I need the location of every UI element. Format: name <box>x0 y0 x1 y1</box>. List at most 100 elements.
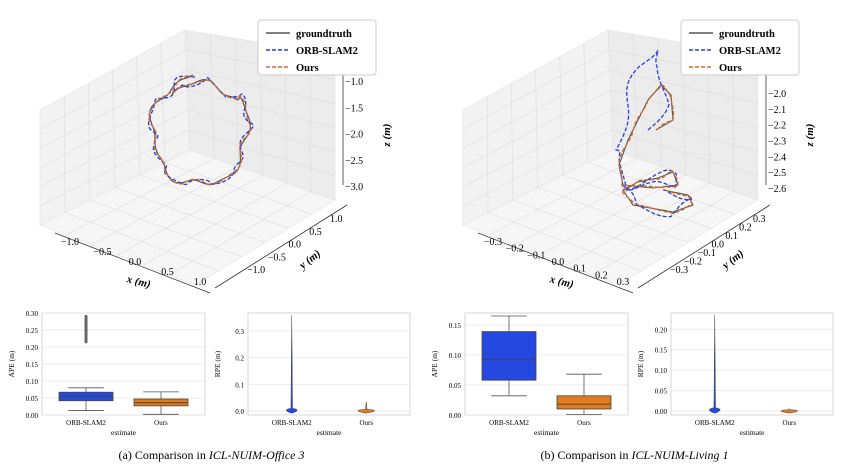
y-tick-label: 0.10 <box>655 367 668 375</box>
x-axis-label: estimate <box>317 428 343 437</box>
x-axis-label: x (m) <box>125 273 152 291</box>
gridline <box>169 191 311 276</box>
z-tick-label: −2.2 <box>768 121 786 132</box>
y-tick-label: 0.00 <box>655 408 668 416</box>
x-axis-label: x (m) <box>548 273 575 291</box>
legend-frame <box>257 19 377 76</box>
x-tick-label: Ours <box>154 419 168 427</box>
trajectory-plot-3d: −1.0−0.50.00.51.0−1.0−0.50.00.51.0−1.0−1… <box>39 19 393 294</box>
legend: groundtruth ORB-SLAM2 Ours <box>680 19 800 76</box>
legend-entry: groundtruth <box>719 29 775 40</box>
x-tick-label: 0.3 <box>617 277 630 288</box>
y-tick-label: 0.00 <box>26 412 39 420</box>
y-tick-label: 0.05 <box>655 388 668 396</box>
z-tick-label: −2.4 <box>768 152 786 163</box>
z-tick-label: −2.1 <box>768 105 786 116</box>
violin-orbslam2 <box>709 314 721 414</box>
panel-living1: −0.3 −0.2 −0.1 0.0 0.1 0.2 0.3 −0.3 −0.2 −0.1 0.0 0… <box>423 0 846 475</box>
z-tick-label: −1.0 <box>345 77 363 88</box>
y-axis-label: y (m) <box>719 248 746 273</box>
y-tick-label: 0.20 <box>655 326 668 334</box>
y-tick-label: 0.20 <box>26 344 39 352</box>
y-axis-label: y (m) <box>296 248 323 273</box>
x-tick-label: 1.0 <box>194 277 207 288</box>
z-tick-label: −2.0 <box>345 130 363 141</box>
x-tick-label: ORB-SLAM2 <box>272 419 312 427</box>
legend-entry: Ours <box>296 63 319 74</box>
gridline <box>462 129 613 207</box>
plot-area <box>670 312 834 416</box>
z-tick-label: −2.0 <box>768 89 786 100</box>
y-tick-label: −0.2 <box>684 257 702 268</box>
series-line-groundtruth <box>618 84 694 213</box>
y-tick-label: 0.2 <box>739 223 752 234</box>
z-tick-label: −3.0 <box>345 182 363 193</box>
x-tick-label: 0.1 <box>573 264 586 275</box>
x-axis-label: estimate <box>534 428 560 437</box>
x-tick-label: −0.1 <box>527 250 545 261</box>
trajectory-plot-3d: −0.3−0.2−0.10.00.10.20.3−0.3−0.2−0.10.00… <box>462 19 816 294</box>
y-tick-label: 0.05 <box>449 382 462 390</box>
x-tick-label: ORB-SLAM2 <box>66 419 106 427</box>
x-axis-label: estimate <box>111 428 137 437</box>
y-tick-label: −0.1 <box>698 248 716 259</box>
z-tick-label: −2.3 <box>768 137 786 148</box>
y-tick-label: 0.5 <box>309 227 322 238</box>
y-tick-label: 0.05 <box>26 395 39 403</box>
y-tick-label: 0.0 <box>712 240 725 251</box>
rpe-violin-plot: 0.0 0.1 0.2 0.3 ORB-SLAM2 Ours estimate RPE (m) <box>213 312 411 437</box>
legend-entry: ORB-SLAM2 <box>296 46 358 57</box>
y-tick-label: 1.0 <box>330 214 343 225</box>
series-line-ours <box>618 84 693 214</box>
x-axis-line <box>477 232 634 294</box>
x-tick-label: Ours <box>359 419 373 427</box>
y-tick-label: 0.1 <box>235 381 244 389</box>
panel-office3: −1.0 −0.5 0.0 0.5 1.0 −1.0 −0.5 0.0 0.5 1.0 −1.0 −1… <box>7 19 411 462</box>
gridline <box>39 129 190 207</box>
violin-orbslam2 <box>286 314 298 414</box>
x-tick-label: −0.2 <box>506 244 524 255</box>
caption: (b) Comparison in ICL-NUIM-Living 1 <box>540 448 729 462</box>
x-tick-label: −0.5 <box>93 247 111 258</box>
series-line-orbslam2 <box>615 50 693 218</box>
z-tick-label: −1.5 <box>345 103 363 114</box>
y-axis-label: APE (m) <box>7 350 16 377</box>
x-tick-label: 0.0 <box>129 257 142 268</box>
y-tick-label: 0.25 <box>26 327 39 335</box>
y-axis-label: RPE (m) <box>636 350 645 377</box>
y-tick-label: 0.15 <box>655 347 668 355</box>
legend-frame <box>680 19 800 76</box>
y-tick-label: 0.2 <box>235 355 244 363</box>
y-tick-label: −1.0 <box>247 265 265 276</box>
box-orbslam2 <box>481 331 537 381</box>
box-ours <box>556 395 612 410</box>
y-tick-label: 0.3 <box>753 214 766 225</box>
ape-boxplot: 0.00 0.05 0.10 0.15 ORB-SLAM2 Ours estimate APE… <box>430 312 629 437</box>
caption: (a) Comparison in ICL-NUIM-Office 3 <box>118 448 305 462</box>
y-axis-line <box>637 204 771 289</box>
legend-entry: ORB-SLAM2 <box>719 46 781 57</box>
x-tick-label: Ours <box>577 419 591 427</box>
y-tick-label: 0.0 <box>235 408 244 416</box>
y-axis-label: RPE (m) <box>213 350 222 377</box>
y-tick-label: 0.10 <box>449 352 462 360</box>
y-tick-label: 0.1 <box>725 231 738 242</box>
gridline <box>612 129 759 177</box>
gridline <box>189 129 336 177</box>
y-axis-label: APE (m) <box>430 350 439 377</box>
z-axis-label: z (m) <box>804 124 816 148</box>
z-tick-label: −2.5 <box>768 168 786 179</box>
rpe-violin-plot: 0.00 0.05 0.10 0.15 0.20 ORB-SLAM2 Ours estimat… <box>636 312 834 437</box>
z-axis-label: z (m) <box>381 124 393 148</box>
y-axis-line <box>214 204 348 289</box>
y-tick-label: 0.15 <box>449 322 462 330</box>
z-tick-label: −2.6 <box>768 184 786 195</box>
legend-entry: Ours <box>719 63 742 74</box>
legend: groundtruth ORB-SLAM2 Ours <box>257 19 377 76</box>
x-tick-label: 0.5 <box>161 267 174 278</box>
violin-ours <box>780 408 798 414</box>
y-tick-label: 0.30 <box>26 310 39 318</box>
y-tick-label: −0.3 <box>670 265 688 276</box>
gridline <box>592 191 734 276</box>
y-tick-label: 0.00 <box>449 412 462 420</box>
